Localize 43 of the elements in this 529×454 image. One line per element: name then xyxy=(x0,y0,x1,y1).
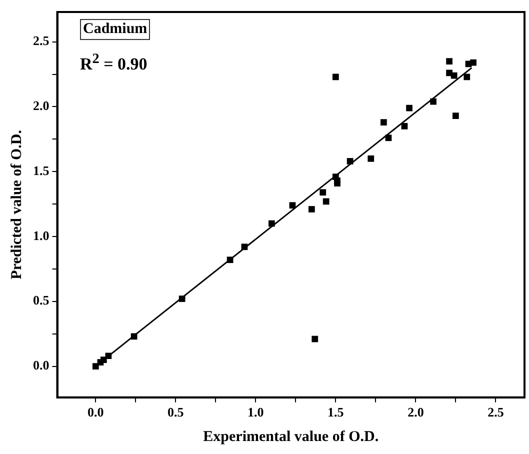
point xyxy=(268,220,275,227)
y-tick-label: 1.0 xyxy=(33,228,50,243)
annotation: R$^{2}$ = 0.90 xyxy=(80,51,148,74)
point xyxy=(385,134,392,142)
point xyxy=(401,123,408,130)
point xyxy=(105,352,112,360)
point xyxy=(92,363,99,370)
y-tick-label: 2.0 xyxy=(33,98,50,114)
point xyxy=(346,158,354,164)
x-tick-label: 1.5 xyxy=(328,404,344,420)
point xyxy=(430,98,436,105)
point xyxy=(450,72,458,79)
y-tick-label: 0.5 xyxy=(33,292,50,308)
point xyxy=(446,58,452,64)
y-tick-label: 2.5 xyxy=(33,33,50,48)
point xyxy=(322,198,330,205)
x-tick-label: 0.5 xyxy=(168,404,184,420)
point xyxy=(380,119,387,126)
x-tick-label: 2.5 xyxy=(488,404,504,420)
point xyxy=(464,74,470,80)
point xyxy=(368,155,374,162)
point xyxy=(452,112,459,119)
y-tick-label: 0.0 xyxy=(33,358,50,373)
point xyxy=(178,296,186,302)
y-axis-title: Predicted value of O.D. xyxy=(8,130,25,280)
point xyxy=(470,59,476,66)
point xyxy=(334,180,340,186)
x-tick-label: 0.0 xyxy=(88,404,104,420)
point xyxy=(289,202,296,209)
point xyxy=(130,333,138,340)
point xyxy=(100,356,107,363)
point xyxy=(332,74,339,80)
point xyxy=(312,336,318,342)
y-tick-label: 1.5 xyxy=(33,162,50,178)
point xyxy=(308,206,315,212)
x-tick-label: 1.0 xyxy=(248,404,264,420)
point xyxy=(406,104,412,112)
x-axis-title: Experimental value of O.D. xyxy=(203,428,379,445)
annotation: Cadmium xyxy=(80,19,150,40)
point xyxy=(241,244,248,250)
x-tick-label: 2.0 xyxy=(408,404,424,420)
point xyxy=(320,189,326,196)
point xyxy=(226,256,234,264)
